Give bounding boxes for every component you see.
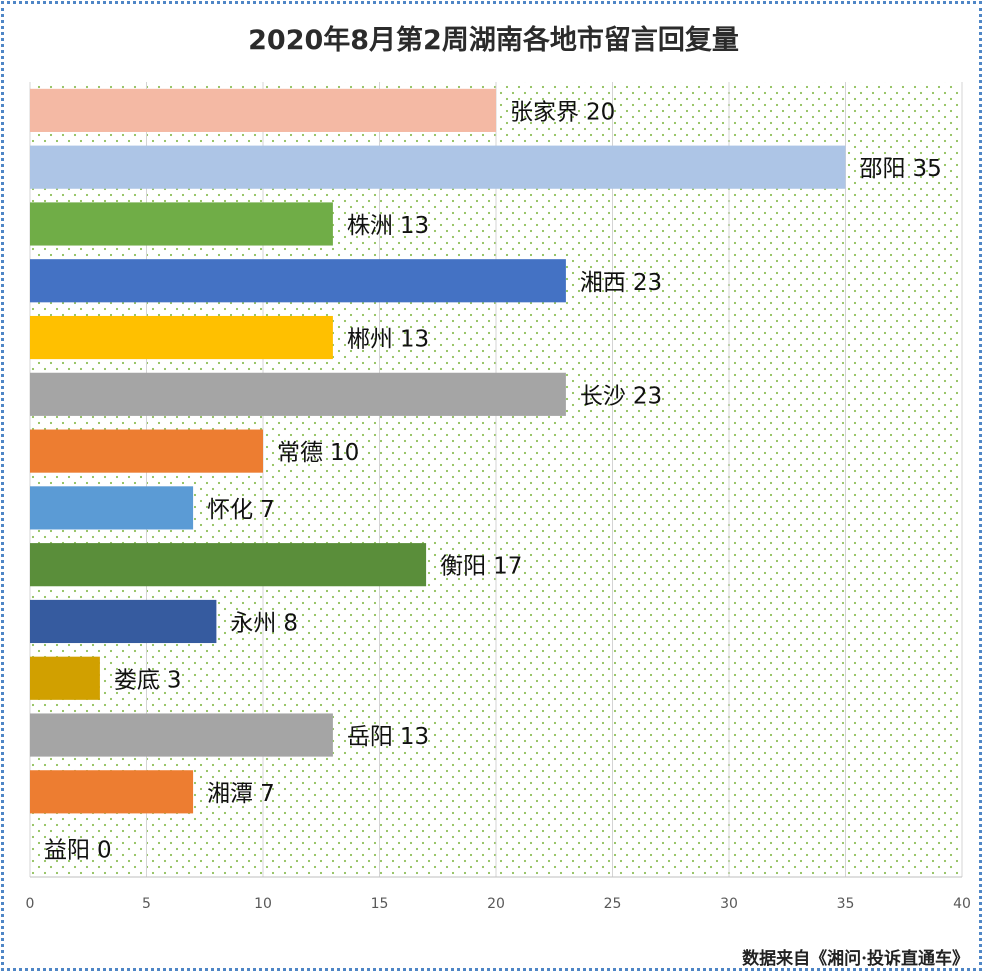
bar-郴州 bbox=[30, 315, 333, 360]
data-label-郴州: 郴州 13 bbox=[347, 327, 429, 353]
data-label-湘西: 湘西 23 bbox=[580, 270, 662, 296]
x-axis: 0 5 10 15 20 25 30 35 40 bbox=[26, 876, 971, 912]
bar-娄底 bbox=[30, 656, 100, 700]
category-label: 益阳 bbox=[44, 838, 90, 864]
bar-株洲 bbox=[30, 202, 333, 246]
value-label: 3 bbox=[167, 667, 182, 693]
value-label: 23 bbox=[633, 270, 662, 296]
x-tick-label: 30 bbox=[720, 896, 738, 912]
data-label-益阳: 益阳 0 bbox=[44, 838, 112, 864]
value-label: 23 bbox=[633, 383, 662, 409]
category-label: 张家界 bbox=[510, 99, 579, 125]
category-label: 湘西 bbox=[580, 270, 626, 296]
bar-湘潭 bbox=[30, 770, 194, 814]
data-label-常德: 常德 10 bbox=[277, 440, 359, 466]
category-label: 永州 bbox=[230, 610, 276, 636]
value-label: 10 bbox=[330, 440, 359, 466]
value-label: 13 bbox=[400, 213, 429, 239]
category-label: 长沙 bbox=[580, 383, 626, 409]
bar-张家界 bbox=[30, 88, 496, 132]
value-label: 0 bbox=[97, 838, 112, 864]
source-note: 数据来自《湘问·投诉直通车》 bbox=[742, 949, 969, 969]
category-label: 娄底 bbox=[114, 667, 160, 693]
value-label: 35 bbox=[913, 156, 942, 182]
x-tick-label: 25 bbox=[604, 896, 622, 912]
bar-长沙 bbox=[30, 372, 566, 416]
value-label: 7 bbox=[260, 781, 275, 807]
data-label-永州: 永州 8 bbox=[230, 610, 298, 636]
x-tick-label: 5 bbox=[142, 896, 151, 912]
data-label-岳阳: 岳阳 13 bbox=[347, 724, 429, 750]
category-label: 常德 bbox=[277, 440, 323, 466]
value-label: 20 bbox=[586, 99, 615, 125]
bar-湘西 bbox=[30, 259, 566, 303]
data-labels: 张家界 20 邵阳 35 株洲 13 湘西 23 郴州 13 长沙 23 常德 10 怀化 7 衡阳 17 永州 8 娄… bbox=[44, 99, 942, 863]
category-label: 湘潭 bbox=[207, 781, 253, 807]
bar-岳阳 bbox=[30, 713, 333, 757]
x-tick-label: 0 bbox=[26, 896, 35, 912]
data-label-怀化: 怀化 7 bbox=[207, 497, 275, 523]
chart-title: 2020年8月第2周湖南各地市留言回复量 bbox=[248, 25, 739, 56]
category-label: 郴州 bbox=[347, 327, 393, 353]
data-label-娄底: 娄底 3 bbox=[114, 667, 182, 693]
data-label-株洲: 株洲 13 bbox=[347, 213, 429, 239]
value-label: 13 bbox=[400, 724, 429, 750]
category-label: 株洲 bbox=[347, 213, 393, 239]
bar-邵阳 bbox=[30, 145, 846, 189]
category-label: 怀化 bbox=[207, 497, 253, 523]
data-label-长沙: 长沙 23 bbox=[580, 383, 662, 409]
data-label-湘潭: 湘潭 7 bbox=[207, 781, 275, 807]
bar-常德 bbox=[30, 429, 263, 473]
bar-衡阳 bbox=[30, 543, 427, 587]
x-tick-label: 10 bbox=[254, 896, 272, 912]
x-tick-label: 35 bbox=[837, 896, 855, 912]
value-label: 13 bbox=[400, 327, 429, 353]
data-label-衡阳: 衡阳 17 bbox=[440, 554, 522, 580]
bar-永州 bbox=[30, 599, 217, 644]
x-tick-label: 20 bbox=[487, 896, 505, 912]
data-label-张家界: 张家界 20 bbox=[510, 99, 615, 125]
bar-series bbox=[30, 88, 846, 814]
category-label: 衡阳 bbox=[440, 554, 486, 580]
value-label: 17 bbox=[493, 554, 522, 580]
value-label: 8 bbox=[283, 610, 298, 636]
category-label: 邵阳 bbox=[860, 156, 906, 182]
data-label-邵阳: 邵阳 35 bbox=[860, 156, 942, 182]
category-label: 岳阳 bbox=[347, 724, 393, 750]
x-tick-label: 40 bbox=[953, 896, 971, 912]
x-tick-label: 15 bbox=[371, 896, 389, 912]
bar-怀化 bbox=[30, 486, 194, 530]
value-label: 7 bbox=[260, 497, 275, 523]
